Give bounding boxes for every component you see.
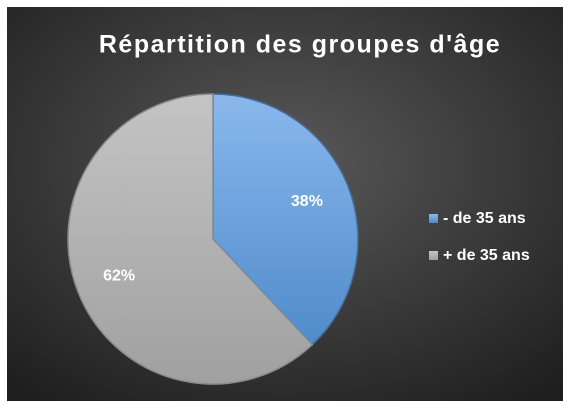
data-label: 62% [103, 267, 135, 284]
legend-label: - de 35 ans [443, 210, 526, 227]
legend-marker [429, 214, 438, 223]
pie-slice [212, 93, 359, 346]
legend-marker [429, 251, 438, 260]
legend-label: + de 35 ans [443, 247, 530, 264]
data-label: 38% [291, 193, 323, 210]
chart-title: Répartition des groupes d'âge [99, 31, 501, 59]
pie-slice [67, 93, 314, 385]
